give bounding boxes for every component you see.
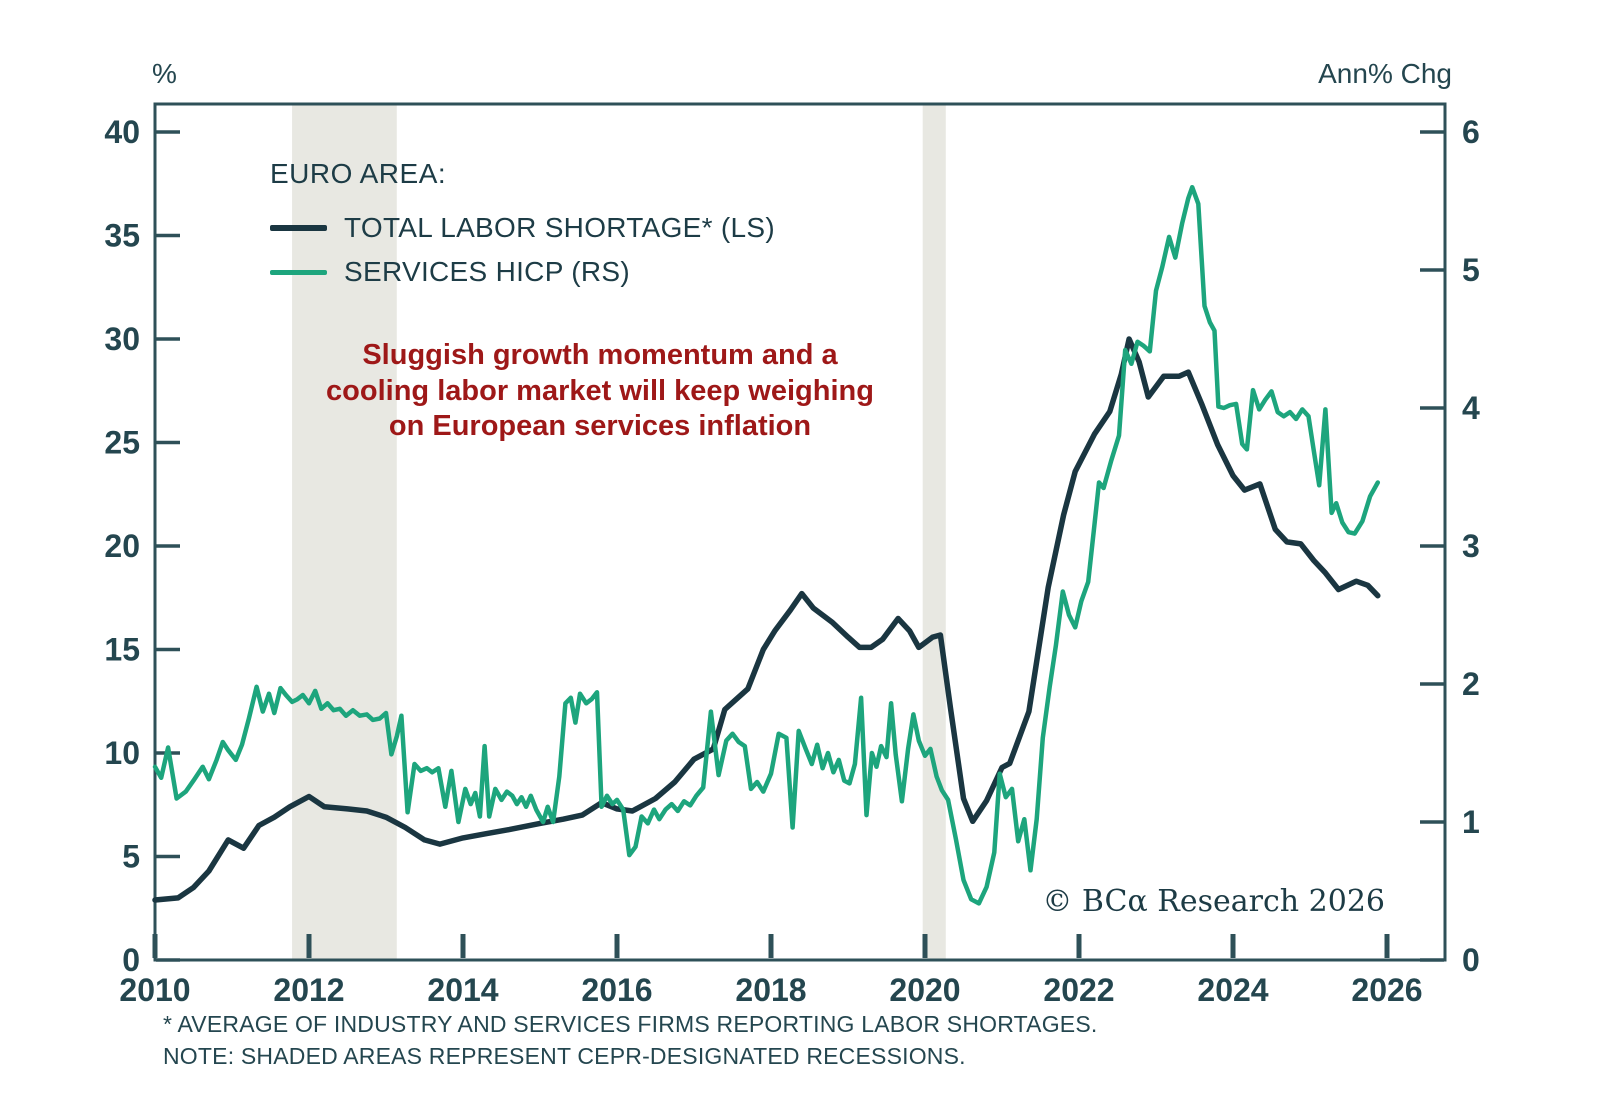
legend-item-labor-shortage: TOTAL LABOR SHORTAGE* (LS) bbox=[270, 206, 775, 250]
x-axis-tick-label: 2022 bbox=[1043, 972, 1114, 1008]
y-left-tick-label: 35 bbox=[104, 218, 140, 254]
x-axis-tick-label: 2020 bbox=[889, 972, 960, 1008]
y-left-tick-label: 5 bbox=[122, 839, 140, 875]
recession-band bbox=[922, 105, 946, 959]
x-axis-tick-label: 2012 bbox=[273, 972, 344, 1008]
x-axis-tick-label: 2016 bbox=[581, 972, 652, 1008]
y-left-tick-label: 15 bbox=[104, 632, 140, 668]
y-right-tick-label: 1 bbox=[1462, 804, 1480, 840]
plot-frame bbox=[153, 102, 1447, 962]
footnote-note: NOTE: SHADED AREAS REPRESENT CEPR-DESIGN… bbox=[163, 1043, 966, 1069]
left-axis-unit-label: % bbox=[152, 58, 177, 89]
axis-tick-labels: 0 5 10 15 20 25 30 35 40 0 1 2 3 4 5 6 2010 2012 2014 2016 2… bbox=[104, 114, 1480, 1008]
x-axis-tick-label: 2024 bbox=[1197, 972, 1268, 1008]
annotation-line: Sluggish growth momentum and a bbox=[362, 339, 838, 371]
y-right-tick-label: 6 bbox=[1462, 114, 1480, 150]
services-hicp-line bbox=[152, 184, 1381, 906]
x-axis-tick-label: 2026 bbox=[1351, 972, 1422, 1008]
y-left-tick-label: 10 bbox=[104, 735, 140, 771]
recession-bands bbox=[292, 105, 946, 959]
copyright-note: © BCα Research 2026 bbox=[1042, 884, 1385, 919]
labor-shortage-line-swatch bbox=[270, 225, 327, 231]
y-left-tick-label: 25 bbox=[104, 425, 140, 461]
y-left-tick-label: 20 bbox=[104, 528, 140, 564]
legend-heading: EURO AREA: bbox=[270, 158, 447, 189]
legend-item-label: TOTAL LABOR SHORTAGE* (LS) bbox=[344, 212, 776, 243]
y-left-tick-label: 40 bbox=[104, 114, 140, 150]
x-axis-tick-label: 2014 bbox=[427, 972, 498, 1008]
legend: EURO AREA: TOTAL LABOR SHORTAGE* (LS) SE… bbox=[270, 158, 775, 294]
y-left-tick-label: 0 bbox=[122, 942, 140, 978]
annotation-line: on European services inflation bbox=[388, 410, 812, 442]
chart-annotation: Sluggish growth momentum and a cooling l… bbox=[280, 338, 920, 445]
y-right-tick-label: 2 bbox=[1462, 666, 1480, 702]
y-right-tick-label: 0 bbox=[1462, 942, 1480, 978]
y-left-tick-label: 30 bbox=[104, 321, 140, 357]
x-axis-tick-label: 2010 bbox=[119, 972, 190, 1008]
annotation-line: cooling labor market will keep weighing bbox=[326, 374, 874, 407]
x-axis-tick-label: 2018 bbox=[735, 972, 806, 1008]
labor-shortage-line bbox=[152, 336, 1381, 903]
legend-item-services-hicp: SERVICES HICP (RS) bbox=[270, 250, 775, 294]
right-axis-unit-label: Ann% Chg bbox=[1318, 58, 1452, 89]
y-right-tick-label: 3 bbox=[1462, 528, 1480, 564]
y-right-tick-label: 4 bbox=[1462, 390, 1480, 426]
footnotes: * AVERAGE OF INDUSTRY AND SERVICES FIRMS… bbox=[163, 1008, 1097, 1072]
services-hicp-line-swatch bbox=[270, 269, 327, 275]
legend-item-label: SERVICES HICP (RS) bbox=[344, 256, 630, 287]
series-lines bbox=[152, 184, 1381, 906]
footnote-asterisk: * AVERAGE OF INDUSTRY AND SERVICES FIRMS… bbox=[163, 1011, 1098, 1037]
y-right-tick-label: 5 bbox=[1462, 252, 1480, 288]
